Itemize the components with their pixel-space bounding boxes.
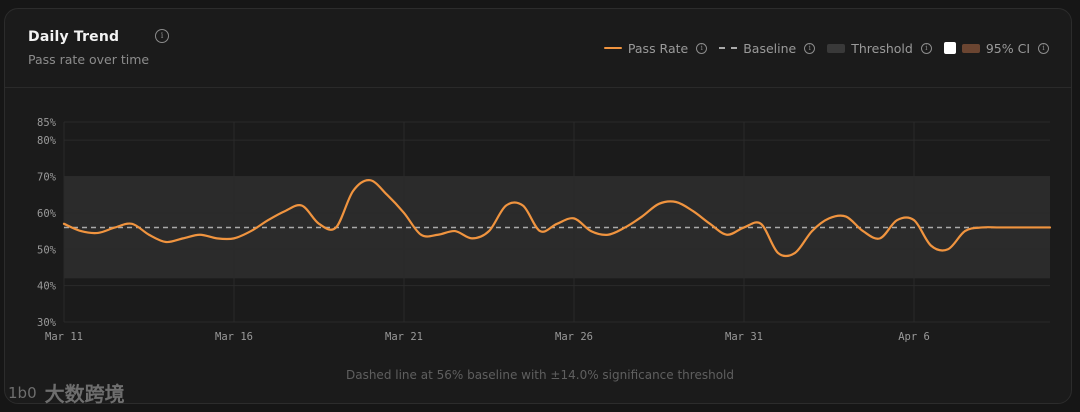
legend-label-ci: 95% CI [985, 40, 1030, 56]
chart-legend: Pass Rate i Baseline i Threshold i 95% C… [592, 40, 1049, 56]
threshold-swatch [827, 43, 846, 53]
legend-label-pass-rate: Pass Rate [627, 40, 689, 56]
ci-swatch [961, 43, 980, 53]
y-tick-label: 60% [37, 208, 57, 220]
y-tick-label: 30% [37, 317, 57, 329]
threshold-info-icon[interactable]: i [920, 42, 932, 54]
legend-item-pass-rate[interactable]: Pass Rate i [603, 40, 708, 56]
chart-subtitle: Pass rate over time [28, 52, 150, 67]
chart-caption: Dashed line at 56% baseline with ±14.0% … [345, 368, 734, 382]
legend-item-threshold[interactable]: Threshold i [827, 41, 932, 56]
x-tick-label: Mar 31 [725, 331, 763, 343]
watermark-mark: 1b0 [8, 383, 37, 402]
ci-info-icon[interactable]: i [1038, 42, 1049, 54]
x-tick-label: Mar 11 [45, 331, 83, 343]
x-tick-label: Apr 6 [898, 331, 930, 343]
y-tick-label: 70% [37, 172, 57, 184]
legend-label-baseline: Baseline [743, 40, 797, 56]
x-tick-label: Mar 21 [385, 331, 423, 343]
watermark-text: 大数跨境 [44, 382, 125, 406]
y-tick-label: 40% [37, 281, 57, 293]
baseline-swatch [719, 47, 738, 49]
baseline-info-icon[interactable]: i [804, 42, 816, 54]
y-tick-label: 80% [37, 135, 57, 147]
pass-rate-line [62, 179, 1052, 258]
watermark-logo: 1b0 大数跨境 [8, 378, 125, 407]
pass-rate-info-icon[interactable]: i [696, 42, 708, 54]
legend-label-threshold: Threshold [851, 40, 913, 56]
x-tick-label: Mar 16 [215, 331, 253, 343]
legend-item-baseline[interactable]: Baseline i [719, 40, 816, 56]
title-info-icon[interactable]: i [155, 29, 169, 43]
x-tick-label: Mar 26 [555, 331, 593, 343]
legend-item-ci[interactable]: 95% CI i [943, 40, 1049, 56]
ci-toggle-checkbox[interactable] [943, 42, 956, 54]
pass-rate-swatch [603, 47, 622, 49]
y-tick-label: 50% [37, 244, 57, 256]
y-tick-label: 85% [37, 117, 57, 129]
chart-title: Daily Trend [28, 29, 120, 45]
card-header: Daily Trend i Pass rate over time Pass R… [5, 9, 1071, 88]
